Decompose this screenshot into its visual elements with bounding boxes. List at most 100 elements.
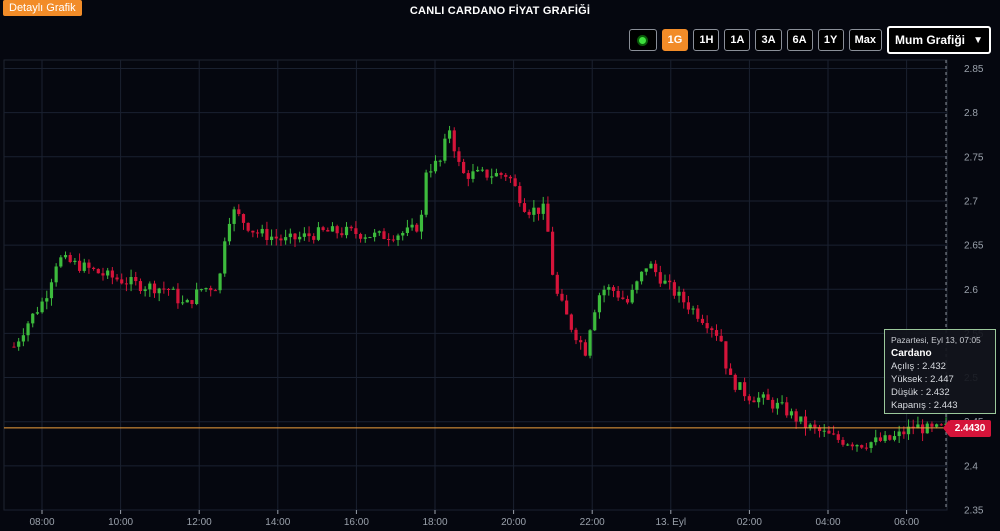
candle-body xyxy=(87,262,91,268)
candle-body xyxy=(476,169,480,172)
x-tick-label: 20:00 xyxy=(501,517,526,528)
candle-body xyxy=(504,174,508,177)
candle-body xyxy=(77,260,82,271)
candle-body xyxy=(349,226,353,229)
candle-body xyxy=(134,277,138,282)
range-button-1y[interactable]: 1Y xyxy=(817,29,844,51)
candle-body xyxy=(120,279,124,284)
candle-body xyxy=(181,302,185,304)
candle-body xyxy=(101,273,105,276)
candle-body xyxy=(550,231,555,275)
chart-type-label: Mum Grafiği xyxy=(895,33,966,47)
chart-title: CANLI CARDANO FİYAT GRAFİĞİ xyxy=(409,5,591,17)
candle-body xyxy=(771,399,775,409)
candle-body xyxy=(499,173,503,175)
candle-body xyxy=(888,435,892,440)
candle-body xyxy=(747,396,751,401)
range-button-1g[interactable]: 1G xyxy=(661,29,689,51)
candle-body xyxy=(63,255,68,258)
candle-body xyxy=(382,231,386,239)
candle-body xyxy=(129,277,133,285)
candle-body xyxy=(279,238,283,241)
x-tick-label: 14:00 xyxy=(265,517,290,528)
x-tick-label: 12:00 xyxy=(187,517,212,528)
candle-body xyxy=(115,277,119,280)
range-button-1h[interactable]: 1H xyxy=(693,29,720,51)
candle-body xyxy=(939,424,943,426)
candle-body xyxy=(574,329,578,341)
candle-body xyxy=(195,289,199,305)
candle-body xyxy=(251,230,255,233)
y-tick-label: 2.8 xyxy=(964,108,978,119)
candle-body xyxy=(817,427,822,432)
y-tick-label: 2.6 xyxy=(964,285,978,296)
candle-body xyxy=(892,436,897,440)
candle-body xyxy=(583,342,587,356)
live-toggle-button[interactable] xyxy=(628,29,657,51)
candle-body xyxy=(743,382,747,397)
candle-body xyxy=(733,374,737,390)
candle-body xyxy=(340,233,344,236)
candle-body xyxy=(302,233,306,237)
candle-body xyxy=(897,431,901,437)
range-button-6a[interactable]: 6A xyxy=(786,29,813,51)
chart-type-select[interactable]: Mum Grafiği ▼ xyxy=(887,26,991,54)
candle-body xyxy=(696,308,700,319)
detail-chart-link[interactable]: Detaylı Grafik xyxy=(3,0,82,16)
candle-body xyxy=(920,424,925,434)
candle-body xyxy=(494,173,498,177)
candle-body xyxy=(17,341,21,347)
candle-body xyxy=(269,236,274,240)
candle-body xyxy=(209,288,213,291)
candle-body xyxy=(532,207,536,215)
candle-body xyxy=(330,226,335,232)
x-tick-label: 08:00 xyxy=(29,517,54,528)
candle-body xyxy=(485,169,489,178)
candle-body xyxy=(930,423,934,427)
candle-body xyxy=(354,228,358,235)
candle-body xyxy=(288,233,292,238)
candle-body xyxy=(433,160,438,172)
x-tick-label: 04:00 xyxy=(815,517,840,528)
candle-body xyxy=(148,283,152,290)
candle-body xyxy=(255,232,260,234)
candle-body xyxy=(54,266,58,283)
candle-body xyxy=(654,263,658,273)
candle-body xyxy=(31,313,35,324)
candle-body xyxy=(387,238,391,240)
range-button-max[interactable]: Max xyxy=(848,29,882,51)
candle-body xyxy=(789,411,794,416)
y-tick-label: 2.35 xyxy=(964,506,984,517)
candle-body xyxy=(728,368,733,375)
x-tick-label: 13. Eyl xyxy=(656,517,687,528)
candle-body xyxy=(761,394,765,398)
tooltip-high: Yüksek : 2.447 xyxy=(891,374,954,385)
candle-body xyxy=(588,330,592,356)
tooltip-open: Açılış : 2.432 xyxy=(891,361,946,372)
candle-body xyxy=(265,228,269,240)
tooltip-close: Kapanış : 2.443 xyxy=(891,400,958,411)
candle-body xyxy=(757,397,761,403)
candle-body xyxy=(602,289,606,296)
range-button-3a[interactable]: 3A xyxy=(755,29,782,51)
candle-body xyxy=(700,318,705,324)
candle-body xyxy=(752,400,756,403)
candle-body xyxy=(808,424,812,428)
candle-body xyxy=(560,293,564,301)
candle-body xyxy=(358,234,363,239)
candle-body xyxy=(935,424,939,427)
candle-body xyxy=(925,423,929,434)
candle-body xyxy=(260,228,264,234)
plot-frame xyxy=(3,59,948,511)
candle-body xyxy=(902,431,906,435)
candle-body xyxy=(597,295,602,313)
candle-body xyxy=(40,301,44,313)
range-button-1a[interactable]: 1A xyxy=(724,29,751,51)
candle-body xyxy=(682,291,686,303)
candle-body xyxy=(546,203,550,232)
candle-body xyxy=(405,227,410,234)
candle-body xyxy=(644,268,648,272)
candle-body xyxy=(508,176,513,179)
candle-body xyxy=(298,236,302,240)
